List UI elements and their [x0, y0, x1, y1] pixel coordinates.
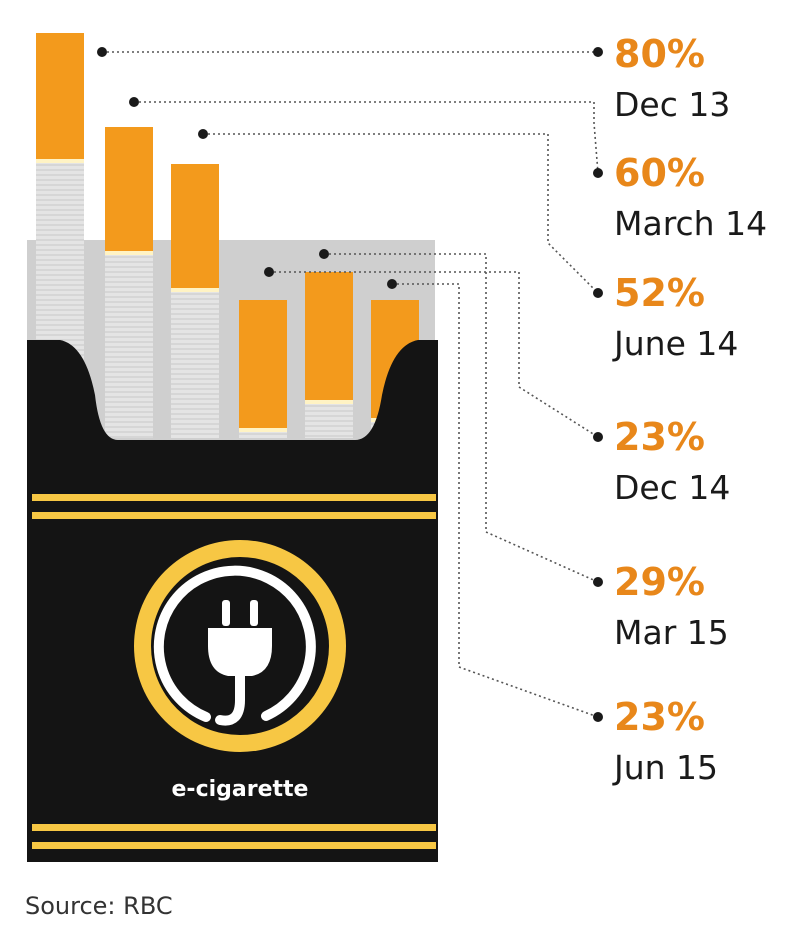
category-label: Jun 15	[612, 748, 718, 787]
bar-value	[36, 33, 84, 161]
leader-dot	[129, 97, 139, 107]
data-label: 80%	[614, 32, 705, 76]
bar-band	[239, 428, 287, 432]
leader-dot	[387, 279, 397, 289]
data-label: 29%	[614, 560, 705, 604]
bars	[36, 33, 419, 438]
bar-band	[171, 288, 219, 292]
bar-band	[105, 251, 153, 255]
cigarette-bar	[305, 272, 353, 438]
bar-band	[36, 159, 84, 163]
cigarette-bar	[239, 300, 287, 438]
gold-stripe	[32, 494, 436, 501]
bar-band	[305, 400, 353, 404]
leader-dot	[198, 129, 208, 139]
gold-stripe	[32, 842, 436, 849]
leader-dot	[593, 577, 603, 587]
bar-value	[239, 300, 287, 430]
cigarette-bar	[105, 127, 153, 438]
bar-value	[105, 127, 153, 253]
brand-label: e-cigarette	[172, 777, 309, 802]
data-label: 23%	[614, 695, 705, 739]
leader-dot	[593, 168, 603, 178]
leader-dot	[593, 288, 603, 298]
category-label: June 14	[612, 324, 738, 363]
leader-line	[269, 271, 599, 438]
cigarette-bar	[171, 164, 219, 438]
leader-line	[324, 253, 599, 583]
labels: 80% Dec 13 60% March 14 52% June 14 23% Dec 14 2…	[612, 32, 767, 787]
data-label: 52%	[614, 271, 705, 315]
leader-dot	[97, 47, 107, 57]
gold-stripe	[32, 824, 436, 831]
data-label: 23%	[614, 415, 705, 459]
category-label: Dec 13	[614, 85, 730, 124]
bar-value	[171, 164, 219, 290]
bar-value	[305, 272, 353, 402]
source-text: Source: RBC	[25, 892, 173, 920]
leader-lines	[97, 47, 603, 722]
leader-dot	[593, 712, 603, 722]
plug-icon	[134, 540, 346, 752]
category-label: Mar 15	[614, 613, 729, 652]
category-label: Dec 14	[614, 468, 730, 507]
leader-dot	[593, 432, 603, 442]
category-label: March 14	[614, 204, 767, 243]
gold-stripe	[32, 512, 436, 519]
leader-dot	[319, 249, 329, 259]
leader-dot	[264, 267, 274, 277]
leader-line	[134, 101, 599, 174]
leader-dot	[593, 47, 603, 57]
data-label: 60%	[614, 151, 705, 195]
